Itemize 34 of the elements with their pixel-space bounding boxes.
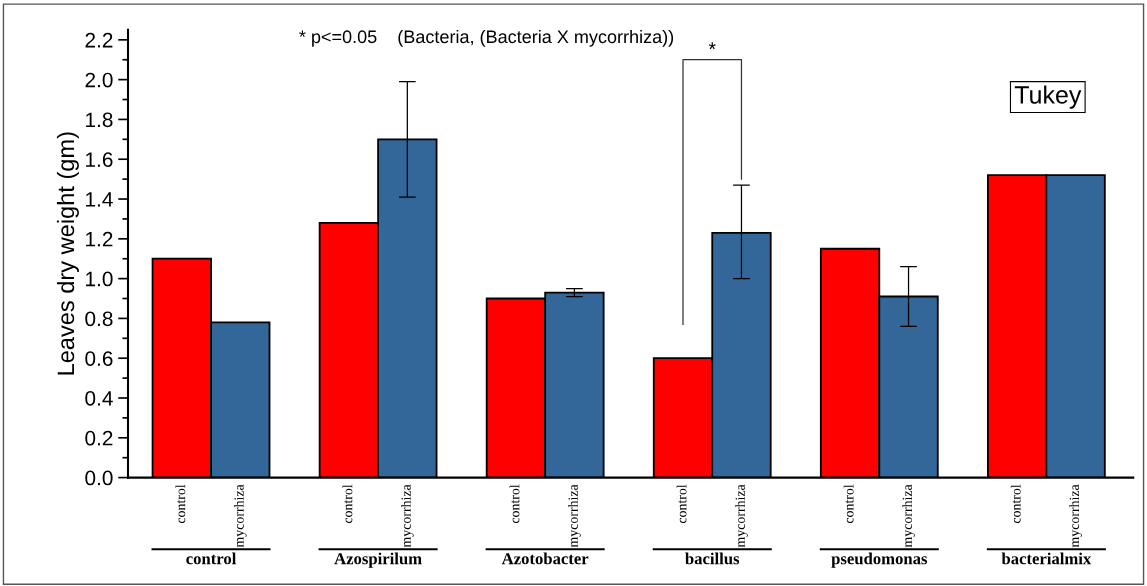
- annotation: Tukey: [1014, 85, 1082, 109]
- y-tick-label: 1.4: [86, 192, 113, 207]
- y-tick-label: 2.2: [85, 32, 113, 48]
- text: control: [342, 484, 353, 524]
- text: control: [509, 484, 520, 524]
- y-tick-label: 1.2: [86, 231, 113, 247]
- text: mycorrhiza: [233, 484, 247, 548]
- y-tick-label: 0.6: [85, 351, 113, 366]
- annotation: *: [708, 42, 716, 50]
- y-tick-label: 0.0: [85, 470, 113, 486]
- y-axis-title: Leaves dry weight (gm): [56, 132, 79, 375]
- x-tick-label: Azotobacter: [501, 552, 589, 565]
- y-tick-label: 0.2: [85, 430, 113, 446]
- y-tick-label: 0.8: [85, 311, 113, 327]
- text: mycorrhiza: [401, 484, 414, 548]
- text: mycorrhiza: [568, 484, 581, 548]
- y-tick-label: 1.6: [86, 152, 113, 167]
- text: control: [843, 484, 854, 524]
- text: control: [175, 484, 186, 524]
- text: mycorrhiza: [902, 484, 915, 548]
- y-tick-label: 1.0: [86, 271, 113, 287]
- x-tick-label: Azospirilum: [334, 552, 422, 568]
- y-tick-label: 0.4: [85, 391, 113, 406]
- text: control: [1010, 484, 1021, 524]
- x-tick-label: pseudomonas: [831, 552, 928, 568]
- y-tick-label: 1.8: [86, 112, 113, 128]
- x-tick-label: bacillus: [685, 552, 740, 565]
- y-tick-label: 2.0: [85, 72, 113, 88]
- text: mycorrhiza: [735, 484, 748, 548]
- text: mycorrhiza: [1069, 484, 1082, 548]
- x-tick-label: bacterialmix: [1001, 552, 1092, 565]
- annotation: * p<=0.05 (Bacteria, (Bacteria X mycorrhiza)): [299, 29, 674, 47]
- x-tick-label: control: [186, 552, 237, 565]
- text: control: [676, 484, 687, 524]
